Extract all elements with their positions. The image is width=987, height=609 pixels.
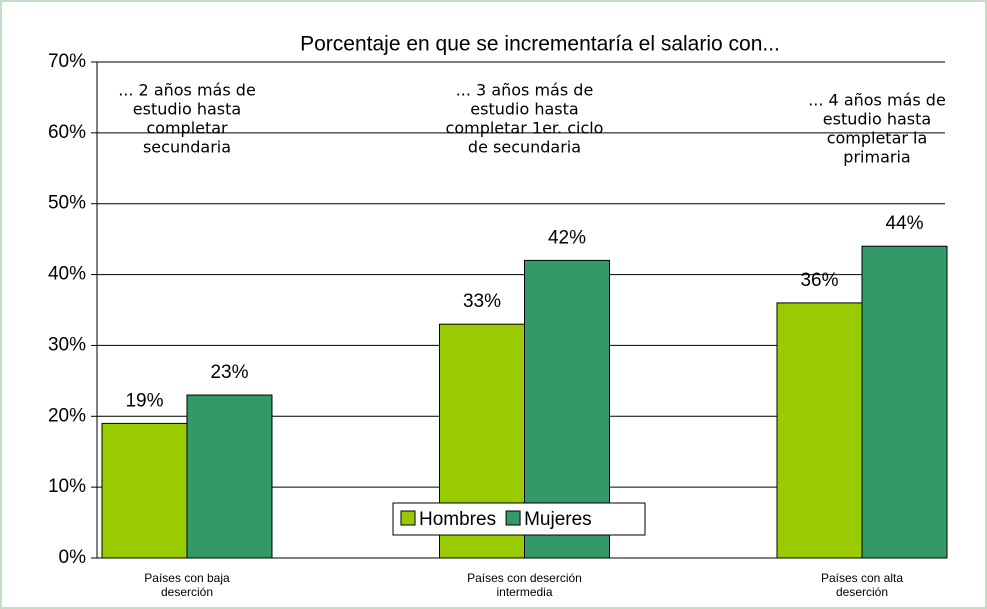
- annotation: completar: [146, 119, 228, 138]
- y-tick-label: 0%: [59, 547, 87, 568]
- annotation: estudio hasta: [823, 110, 931, 129]
- bar: [186, 394, 273, 559]
- annotation: primaria: [843, 148, 910, 167]
- annotation: ... 2 años más de: [118, 81, 256, 100]
- x-tick-label: Países con alta deserción: [821, 571, 903, 599]
- x-tick-label: Países con deserción intermedia: [467, 571, 582, 599]
- annotation: completar la: [827, 129, 928, 148]
- value-label: 19%: [125, 390, 163, 411]
- bar: [776, 302, 863, 559]
- y-tick-label: 50%: [48, 193, 86, 214]
- bar: [101, 422, 188, 559]
- legend-label: Hombres: [419, 509, 496, 530]
- value-label: 36%: [800, 270, 838, 291]
- bar: [861, 245, 948, 559]
- legend-swatch: [400, 510, 416, 526]
- legend-swatch: [505, 510, 521, 526]
- annotation: secundaria: [143, 138, 231, 157]
- y-tick-label: 70%: [48, 51, 86, 72]
- x-tick-label: Países con baja deserción: [144, 571, 230, 599]
- legend-label: Mujeres: [524, 509, 592, 530]
- y-tick-label: 20%: [48, 405, 86, 426]
- annotation: estudio hasta: [133, 100, 241, 119]
- annotation: de secundaria: [468, 138, 581, 157]
- value-label: 44%: [885, 213, 923, 234]
- annotation: ... 3 años más de: [456, 81, 594, 100]
- y-tick-label: 10%: [48, 476, 86, 497]
- annotation: estudio hasta: [470, 100, 578, 119]
- y-tick-label: 60%: [48, 122, 86, 143]
- value-label: 23%: [210, 362, 248, 383]
- legend: Hombres Mujeres: [392, 502, 646, 536]
- annotation: completar 1er. ciclo: [446, 119, 604, 138]
- y-tick-label: 40%: [48, 264, 86, 285]
- y-tick-label: 30%: [48, 334, 86, 355]
- chart-title: Porcentaje en que se incrementaría el sa…: [300, 33, 780, 56]
- value-label: 42%: [548, 227, 586, 248]
- value-label: 33%: [463, 291, 501, 312]
- annotation: ... 4 años más de: [808, 91, 946, 110]
